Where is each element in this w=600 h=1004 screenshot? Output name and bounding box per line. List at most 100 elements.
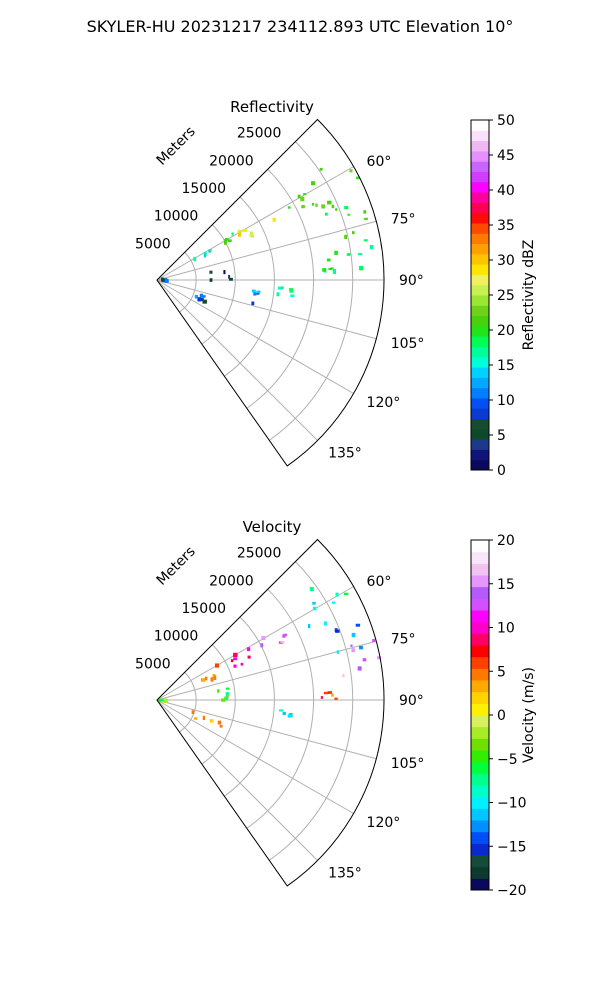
echo-cell (323, 691, 328, 695)
echo-cell (328, 267, 333, 271)
colorbar-segment (471, 691, 489, 704)
echo-cell (230, 659, 234, 663)
echo-cell (344, 234, 348, 239)
colorbar-segment (471, 866, 489, 879)
colorbar-segment (471, 305, 489, 317)
echo-cell (256, 290, 261, 294)
azimuth-tick-label: 75° (391, 631, 416, 647)
radar-echo-cells (161, 167, 374, 306)
echo-cell (164, 279, 169, 283)
colorbar-segment (471, 621, 489, 634)
echo-cell (223, 241, 227, 245)
echo-cell (215, 663, 219, 668)
azimuth-tick-label: 135° (328, 446, 362, 462)
echo-cell (231, 232, 234, 236)
echo-cell (193, 256, 197, 262)
azimuth-tick-label: 105° (391, 336, 425, 352)
colorbar-tick-label: −15 (497, 839, 527, 855)
echo-cell (191, 710, 195, 715)
azimuth-gridline (156, 586, 354, 701)
colorbar-tick-label: 10 (497, 621, 515, 637)
colorbar-label: Reflectivity dBZ (521, 240, 537, 351)
echo-cell (359, 645, 363, 650)
sector-outline (156, 538, 385, 887)
colorbar-segment (471, 586, 489, 599)
panel-velocity: Velocity 5000 10000 15000 20000 25000 Meters 60… (135, 518, 537, 899)
azimuth-gridline (156, 279, 377, 340)
echo-cell (327, 200, 332, 205)
echo-cell (343, 592, 349, 596)
echo-cell (227, 239, 232, 243)
echo-cell (323, 621, 327, 626)
colorbar-segment (471, 181, 489, 193)
echo-cell (249, 231, 254, 236)
echo-cell (330, 267, 334, 270)
colorbar-tick-label: 45 (497, 148, 515, 164)
echo-cell (301, 205, 305, 209)
echo-cell (224, 237, 229, 241)
echo-cell (364, 217, 368, 220)
azimuth-gridline (156, 220, 377, 281)
echo-cell (346, 253, 351, 256)
colorbar-segment (471, 253, 489, 265)
colorbar-segment (471, 645, 489, 658)
colorbar-segment (471, 428, 489, 440)
echo-cell (194, 294, 198, 299)
echo-cell (277, 286, 281, 290)
colorbar-segment (471, 563, 489, 576)
colorbar-tick-label: 0 (497, 708, 506, 724)
radial-tick-label: 20000 (209, 573, 254, 589)
echo-cell (303, 193, 307, 196)
colorbar-segment (471, 397, 489, 409)
echo-cell (312, 202, 315, 206)
radial-tick-label: 10000 (154, 209, 199, 225)
echo-cell (251, 301, 255, 306)
echo-cell (209, 249, 212, 253)
echo-cell (240, 662, 244, 666)
colorbar-tick-label: 50 (497, 113, 515, 129)
colorbar-label: Velocity (m/s) (521, 667, 537, 763)
colorbar-segment (471, 243, 489, 255)
colorbar-segment (471, 750, 489, 763)
colorbar-segment (471, 551, 489, 564)
echo-cell (376, 656, 382, 660)
echo-cell (159, 698, 164, 702)
azimuth-tick-label: 120° (367, 815, 401, 831)
radial-gridline (224, 616, 275, 797)
colorbar-segment (471, 796, 489, 809)
colorbar-segment (471, 325, 489, 337)
echo-cell (197, 297, 202, 302)
colorbar-segment (471, 656, 489, 669)
colorbar-tick-label: −20 (497, 883, 527, 899)
echo-cell (253, 292, 257, 296)
colorbar-segment (471, 233, 489, 245)
echo-cell (372, 639, 376, 643)
colorbar-segment (471, 808, 489, 821)
colorbar-segment (471, 575, 489, 588)
echo-cell (357, 252, 363, 256)
echo-cell (288, 714, 292, 718)
colorbar-tick-label: 20 (497, 533, 515, 549)
echo-cell (307, 624, 311, 629)
echo-cell (355, 623, 361, 627)
echo-cell (319, 167, 323, 171)
echo-cell (309, 586, 314, 592)
echo-cell (228, 274, 231, 279)
colorbar-segment (471, 120, 489, 131)
radial-tick-label: 15000 (181, 181, 226, 197)
echo-cell (357, 666, 362, 671)
colorbar-tick-label: 30 (497, 253, 515, 269)
colorbar-segment (471, 192, 489, 203)
echo-cell (362, 658, 367, 662)
echo-cell (217, 689, 220, 693)
colorbar-segment (471, 336, 489, 347)
echo-cell (322, 268, 327, 272)
colorbar-segment (471, 610, 489, 623)
azimuth-tick-label: 135° (328, 866, 362, 882)
echo-cell (238, 232, 241, 237)
colorbar-segment (471, 356, 489, 368)
azimuth-gridline (156, 279, 354, 394)
azimuth-gridline (156, 279, 318, 441)
colorbar-segment (471, 387, 489, 399)
echo-cell (219, 725, 223, 728)
